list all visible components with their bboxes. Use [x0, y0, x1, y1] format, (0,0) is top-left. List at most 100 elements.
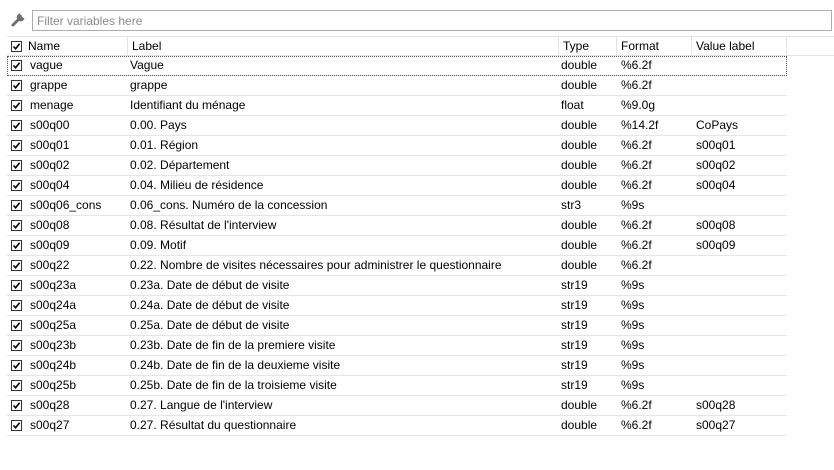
table-row[interactable]: s00q01 0.01. Région double %6.2f s00q01 — [7, 136, 787, 156]
cell-format: %6.2f — [621, 78, 652, 92]
cell-label: 0.23a. Date de début de visite — [130, 278, 290, 292]
row-checkbox[interactable] — [11, 240, 22, 251]
cell-label: Vague — [130, 58, 164, 72]
cell-name: s00q00 — [30, 118, 70, 132]
cell-value-label: s00q09 — [696, 238, 736, 252]
table-row[interactable]: grappe grappe double %6.2f — [7, 76, 787, 96]
table-row[interactable]: s00q22 0.22. Nombre de visites nécessaire… — [7, 256, 787, 276]
column-header-format[interactable]: Format — [617, 37, 692, 56]
row-checkbox[interactable] — [11, 60, 22, 71]
cell-format: %9s — [621, 358, 645, 372]
table-row[interactable]: s00q00 0.00. Pays double %14.2f CoPays — [7, 116, 787, 136]
row-checkbox[interactable] — [11, 260, 22, 271]
row-checkbox[interactable] — [11, 420, 22, 431]
column-header-value-label[interactable]: Value label — [692, 37, 787, 56]
table-row[interactable]: s00q28 0.27. Langue de l'interview double%… — [7, 396, 787, 416]
column-header-type[interactable]: Type — [559, 37, 617, 56]
row-checkbox[interactable] — [11, 380, 22, 391]
cell-label: 0.06_cons. Numéro de la concession — [130, 198, 328, 212]
row-checkbox[interactable] — [11, 320, 22, 331]
column-header-label[interactable]: Label — [128, 37, 559, 56]
column-header-type-text: Type — [563, 39, 590, 53]
cell-label: 0.22. Nombre de visites nécessaires pour… — [130, 258, 502, 272]
cell-format: %9s — [621, 318, 645, 332]
cell-label: 0.25b. Date de fin de la troisieme visit… — [130, 378, 337, 392]
filter-input[interactable] — [32, 10, 832, 31]
filter-bar — [0, 0, 834, 36]
cell-label: 0.24b. Date de fin de la deuxieme visite — [130, 358, 341, 372]
cell-type: double — [561, 58, 598, 72]
cell-value-label: s00q01 — [696, 138, 736, 152]
cell-value-label — [694, 76, 788, 95]
row-checkbox[interactable] — [11, 360, 22, 371]
cell-value-label — [694, 296, 788, 315]
column-header-name-label: Name — [28, 39, 61, 53]
cell-format: %9s — [621, 378, 645, 392]
row-checkbox[interactable] — [11, 80, 22, 91]
cell-format: %6.2f — [621, 218, 652, 232]
row-checkbox[interactable] — [11, 120, 22, 131]
cell-format: %9s — [621, 198, 645, 212]
row-checkbox[interactable] — [11, 280, 22, 291]
cell-format: %6.2f — [621, 258, 652, 272]
table-row[interactable]: s00q08 0.08. Résultat de l'interview doubl… — [7, 216, 787, 236]
row-checkbox[interactable] — [11, 400, 22, 411]
cell-type: double — [561, 258, 598, 272]
cell-value-label: s00q27 — [696, 418, 736, 432]
row-checkbox[interactable] — [11, 100, 22, 111]
table-row[interactable]: s00q23a 0.23a. Date de début de visite str… — [7, 276, 787, 296]
cell-format: %6.2f — [621, 238, 652, 252]
table-row[interactable]: s00q25a 0.25a. Date de début de visite str… — [7, 316, 787, 336]
cell-label: grappe — [130, 78, 168, 92]
wrench-icon[interactable] — [9, 10, 29, 28]
row-checkbox[interactable] — [11, 180, 22, 191]
cell-label: 0.24a. Date de début de visite — [130, 298, 290, 312]
cell-label: Identifiant du ménage — [130, 98, 246, 112]
table-row[interactable]: vague Vague double %6.2f — [7, 56, 787, 76]
cell-name: s00q01 — [30, 138, 70, 152]
table-row[interactable]: s00q24b 0.24b. Date de fin de la deuxieme… — [7, 356, 787, 376]
table-row[interactable]: s00q02 0.02. Département double %6.2f s00q02 — [7, 156, 787, 176]
cell-value-label — [694, 336, 788, 355]
row-checkbox[interactable] — [11, 300, 22, 311]
row-checkbox[interactable] — [11, 140, 22, 151]
row-checkbox[interactable] — [11, 160, 22, 171]
cell-type: double — [561, 398, 598, 412]
cell-type: str19 — [561, 298, 588, 312]
table-row[interactable]: s00q23b 0.23b. Date de fin de la premiere… — [7, 336, 787, 356]
column-header-name[interactable]: Name — [7, 37, 128, 56]
cell-name: s00q28 — [30, 398, 70, 412]
cell-value-label — [694, 256, 788, 275]
cell-value-label: CoPays — [696, 118, 739, 132]
table-row[interactable]: s00q06_cons 0.06_cons. Numéro de la conce… — [7, 196, 787, 216]
cell-value-label: s00q04 — [696, 178, 736, 192]
cell-name: s00q24a — [30, 298, 77, 312]
cell-label: 0.00. Pays — [130, 118, 187, 132]
row-checkbox[interactable] — [11, 220, 22, 231]
select-all-checkbox[interactable] — [11, 41, 22, 52]
table-row[interactable]: s00q27 0.27. Résultat du questionnaire dou… — [7, 416, 787, 436]
cell-label: 0.23b. Date de fin de la premiere visite — [130, 338, 336, 352]
row-checkbox[interactable] — [11, 340, 22, 351]
row-checkbox[interactable] — [11, 200, 22, 211]
cell-value-label — [694, 196, 788, 215]
cell-label: 0.02. Département — [130, 158, 230, 172]
cell-name: s00q23a — [30, 278, 77, 292]
cell-format: %9.0g — [621, 98, 656, 112]
cell-name: s00q06_cons — [30, 198, 102, 212]
cell-name: menage — [30, 98, 74, 112]
cell-type: str19 — [561, 378, 588, 392]
table-row[interactable]: s00q04 0.04. Milieu de résidence double %6.… — [7, 176, 787, 196]
table-row[interactable]: s00q25b 0.25b. Date de fin de la troisiem… — [7, 376, 787, 396]
table-row[interactable]: menage Identifiant du ménage float %9.0g — [7, 96, 787, 116]
table-row[interactable]: s00q09 0.09. Motif double %6.2f s00q09 — [7, 236, 787, 256]
cell-label: 0.25a. Date de début de visite — [130, 318, 290, 332]
cell-type: str3 — [561, 198, 582, 212]
cell-value-label — [694, 356, 788, 375]
cell-type: str19 — [561, 278, 588, 292]
cell-type: str19 — [561, 358, 588, 372]
cell-value-label: s00q28 — [696, 398, 736, 412]
column-header-label-text: Label — [132, 39, 162, 53]
table-row[interactable]: s00q24a 0.24a. Date de début de visite str… — [7, 296, 787, 316]
cell-name: s00q25b — [30, 378, 77, 392]
